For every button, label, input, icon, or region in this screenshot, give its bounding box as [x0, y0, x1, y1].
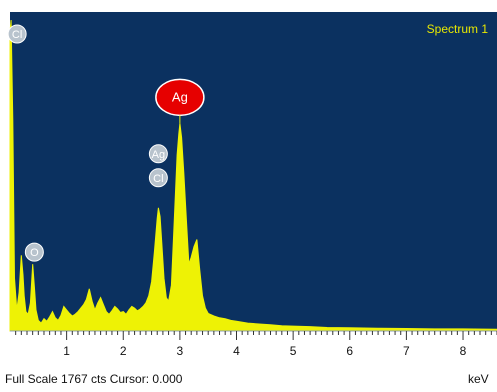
peak-label-text: Ag	[172, 89, 188, 104]
x-axis: 1 2 3 4 5 6 7 8	[10, 330, 497, 358]
x-tick-label: 6	[346, 344, 353, 358]
status-full-scale-cursor: Full Scale 1767 cts Cursor: 0.000	[5, 372, 183, 386]
peak-label-cl: Cl	[148, 168, 168, 188]
peak-marker	[7, 24, 27, 44]
chart-title: Spectrum 1	[427, 22, 489, 36]
peak-label-text: O	[30, 247, 39, 259]
x-tick-label: 7	[403, 344, 410, 358]
peak-label-text: Cl	[12, 29, 22, 41]
peak-label-ag: Ag	[155, 78, 205, 124]
peak-label-cl: Cl	[7, 24, 27, 44]
x-tick-label: 3	[177, 344, 184, 358]
peak-marker	[148, 168, 168, 188]
x-tick-label: 2	[120, 344, 127, 358]
spectrum-layer	[9, 19, 497, 332]
peak-label-o: O	[24, 242, 44, 262]
x-tick-label: 1	[63, 344, 70, 358]
peak-label-text: Cl	[153, 173, 163, 185]
peak-marker	[24, 242, 44, 262]
x-tick-label: 5	[290, 344, 297, 358]
peak-marker	[148, 144, 168, 164]
peak-label-text: Ag	[152, 149, 165, 161]
x-tick-label: 8	[460, 344, 467, 358]
plot-area	[10, 12, 497, 331]
spectrum-series-0	[9, 19, 497, 332]
peak-labels: Cl O Ag Cl Ag	[7, 24, 205, 262]
peak-label-ag: Ag	[148, 144, 168, 164]
status-unit: keV	[468, 372, 489, 386]
x-tick-label: 4	[233, 344, 240, 358]
